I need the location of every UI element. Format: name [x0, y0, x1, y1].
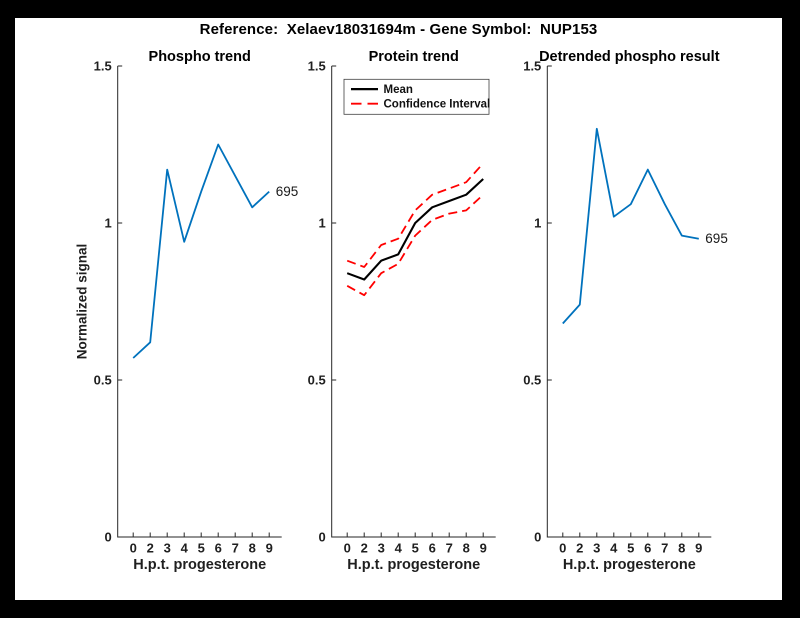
series-line-695 [132, 143, 270, 359]
y-tick-label: 0 [534, 530, 541, 545]
x-tick-label: 2 [361, 541, 368, 556]
x-tick-label: 5 [627, 541, 634, 556]
x-tick-label: 3 [593, 541, 600, 556]
x-axis-label: H.p.t. progesterone [347, 557, 480, 573]
x-axis-label: H.p.t. progesterone [133, 557, 266, 573]
x-tick-label: 8 [463, 541, 470, 556]
y-tick-label: 0.5 [94, 373, 112, 388]
y-tick-label: 0 [104, 530, 111, 545]
x-tick-label: 5 [198, 541, 205, 556]
legend-label: Mean [384, 84, 413, 96]
x-tick-label: 3 [378, 541, 385, 556]
x-tick-label: 7 [446, 541, 453, 556]
subplot-title: Phospho trend [149, 49, 251, 65]
legend: Mean Confidence Interval [343, 78, 491, 115]
y-tick-label: 1.5 [308, 59, 326, 74]
x-tick-label: 5 [412, 541, 419, 556]
y-tick-label: 1.5 [523, 59, 541, 74]
x-tick-label: 8 [678, 541, 685, 556]
series-end-label: 695 [276, 184, 299, 199]
series-line-mean [346, 178, 484, 281]
y-tick-label: 1 [534, 216, 541, 231]
x-tick-label: 6 [644, 541, 651, 556]
x-tick-label: 9 [695, 541, 702, 556]
series-line-695 [562, 127, 699, 325]
x-tick-label: 9 [480, 541, 487, 556]
series-line-confidence-interval-lower [346, 194, 484, 297]
x-tick-label: 4 [181, 541, 189, 556]
x-tick-label: 9 [266, 541, 273, 556]
y-tick-label: 0.5 [308, 373, 326, 388]
x-tick-label: 3 [164, 541, 171, 556]
x-tick-label: 2 [147, 541, 154, 556]
x-tick-label: 7 [232, 541, 239, 556]
x-tick-label: 0 [344, 541, 351, 556]
y-tick-label: 0 [318, 530, 325, 545]
x-tick-label: 7 [661, 541, 668, 556]
axis-spine [331, 66, 496, 538]
x-tick-label: 4 [395, 541, 403, 556]
axis-spine [117, 66, 282, 538]
y-tick-label: 1 [104, 216, 111, 231]
y-axis-label: Normalized signal [75, 244, 90, 360]
legend-box [343, 78, 490, 115]
legend-label: Confidence Interval [384, 99, 491, 111]
x-tick-label: 4 [610, 541, 618, 556]
figure-title: Reference: Xelaev18031694m - Gene Symbol… [199, 21, 598, 38]
x-tick-label: 2 [576, 541, 583, 556]
series-end-label: 695 [705, 231, 728, 246]
x-tick-label: 8 [249, 541, 256, 556]
x-tick-label: 0 [559, 541, 566, 556]
y-tick-label: 1.5 [94, 59, 112, 74]
axis-spine [546, 66, 712, 538]
x-axis-label: H.p.t. progesterone [563, 557, 696, 573]
x-tick-label: 6 [429, 541, 436, 556]
y-tick-label: 0.5 [523, 373, 541, 388]
x-tick-label: 0 [130, 541, 137, 556]
figure-canvas: Reference: Xelaev18031694m - Gene Symbol… [15, 18, 782, 600]
subplot-title: Protein trend [369, 49, 459, 65]
x-tick-label: 6 [215, 541, 222, 556]
subplot-title: Detrended phospho result [539, 49, 720, 65]
y-tick-label: 1 [318, 216, 325, 231]
series-line-confidence-interval-upper [346, 162, 484, 268]
